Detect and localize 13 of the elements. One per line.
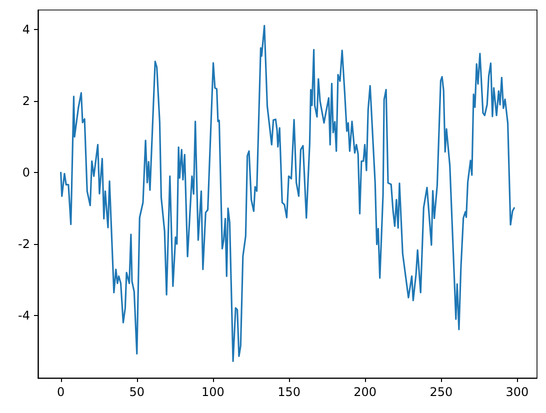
y-tick-label: -4 [18,308,30,322]
x-tick-label: 300 [506,385,529,399]
x-tick-label: 50 [129,385,145,399]
x-tick-label: 150 [278,385,300,399]
x-tick-label: 0 [57,385,65,399]
y-tick-label: 2 [22,94,30,108]
y-tick-label: 4 [22,22,30,37]
x-tick-label: 200 [354,385,377,399]
line-series [60,24,515,362]
y-tick-label: 0 [22,166,30,180]
y-tick-label: -2 [18,237,30,252]
x-tick-label: 250 [430,385,453,399]
x-tick-label: 100 [202,385,224,399]
